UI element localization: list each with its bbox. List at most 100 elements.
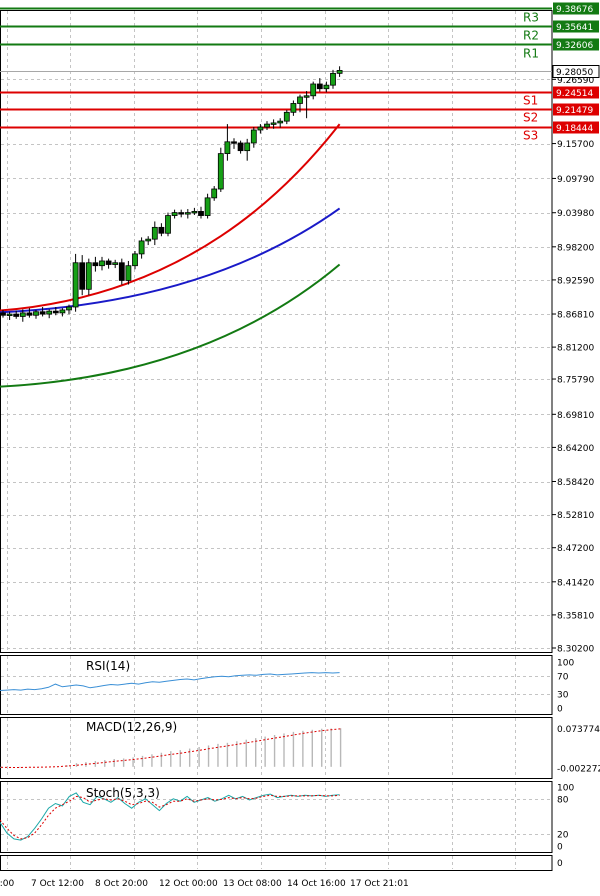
candle-body-31 — [204, 197, 211, 216]
pivot-value-s3: 9.18444 — [556, 124, 593, 134]
rsi-tick-label-3: 0 — [557, 705, 563, 715]
current-price-label: 9.28050 — [556, 68, 593, 78]
macd-label: MACD(12,26,9) — [86, 720, 177, 734]
candle-body-1 — [6, 313, 13, 316]
price-tick-label-3: 9.03980 — [557, 209, 594, 219]
price-tick-label-11: 8.58420 — [557, 478, 594, 488]
pivot-value-s1: 9.24514 — [556, 89, 593, 99]
price-tick-label-1: 9.15700 — [557, 140, 594, 150]
stoch-tick-label-2: 20 — [557, 831, 569, 841]
price-tick-label-7: 8.81200 — [557, 344, 594, 354]
candle-body-44 — [290, 103, 297, 113]
price-tick-label-4: 8.98200 — [557, 243, 594, 253]
pivot-name-s3: S3 — [523, 129, 538, 143]
pivot-value-box-s2 — [553, 103, 599, 116]
pane-frame-macd — [0, 717, 553, 779]
candle-body-16 — [105, 260, 112, 265]
time-axis-label-6: 17 Oct 21:01 — [350, 879, 409, 889]
candle-body-50 — [330, 72, 336, 86]
pivot-value-r1: 9.32606 — [556, 41, 593, 51]
candle-body-19 — [125, 265, 132, 281]
candle-body-25 — [165, 215, 171, 234]
candle-body-3 — [19, 312, 26, 317]
price-tick-label-12: 8.52810 — [557, 511, 594, 521]
stoch-tick-label-0: 100 — [557, 784, 574, 794]
candle-body-36 — [237, 142, 244, 152]
pivot-value-box-r3 — [553, 2, 599, 15]
candle-body-5 — [33, 311, 39, 316]
pivot-name-s2: S2 — [523, 111, 538, 125]
stoch-k-line — [0, 792, 340, 841]
time-axis-label-4: 13 Oct 08:00 — [223, 879, 282, 889]
rsi-tick-label-1: 70 — [557, 672, 569, 682]
candle-body-46 — [303, 95, 310, 98]
pane-frame-rsi — [0, 655, 553, 715]
pane-frame-stoch — [0, 781, 553, 853]
candle-body-45 — [297, 96, 303, 104]
time-axis-label-1: 7 Oct 12:00 — [31, 879, 84, 889]
stoch-tick-label-3: 0 — [557, 843, 563, 853]
time-axis-label-5: 14 Oct 16:00 — [287, 879, 346, 889]
candle-body-26 — [171, 212, 178, 216]
candle-body-0 — [0, 312, 6, 316]
rsi-tick-label-0: 100 — [557, 659, 574, 669]
candle-body-6 — [39, 311, 46, 315]
pivot-value-s2: 9.21479 — [556, 106, 593, 116]
candle-body-41 — [270, 122, 277, 125]
candle-body-28 — [184, 212, 191, 215]
moving-average-2 — [0, 263, 341, 388]
pane-frame-main — [0, 10, 553, 653]
pivot-name-s1: S1 — [523, 94, 538, 108]
price-tick-label-16: 8.30200 — [557, 645, 594, 655]
candle-body-32 — [211, 188, 218, 199]
rsi-line — [0, 672, 340, 691]
stoch-label: Stoch(5,3,3) — [86, 786, 160, 800]
pivot-name-r2: R2 — [523, 29, 539, 43]
pivot-name-r3: R3 — [523, 11, 539, 25]
candle-body-48 — [316, 83, 323, 90]
candle-body-27 — [178, 212, 185, 215]
price-tick-label-15: 8.35810 — [557, 611, 594, 621]
price-tick-label-10: 8.64200 — [557, 444, 594, 454]
candle-body-9 — [59, 309, 66, 314]
candle-body-37 — [244, 142, 251, 152]
moving-average-1 — [0, 207, 341, 314]
moving-average-0 — [0, 123, 341, 312]
stoch-tick-label-1: 80 — [557, 795, 569, 805]
candle-body-51 — [336, 70, 343, 74]
candle-body-24 — [158, 226, 165, 234]
candle-body-30 — [198, 211, 204, 216]
price-tick-label-13: 8.47200 — [557, 544, 594, 554]
candle-body-40 — [264, 123, 270, 128]
time-axis-label-0: 4:00 — [0, 879, 14, 889]
pivot-value-box-s3 — [553, 121, 599, 134]
price-tick-label-2: 9.09790 — [557, 175, 594, 185]
current-price-box — [552, 65, 600, 78]
macd-signal-line — [0, 728, 341, 768]
candle-body-17 — [112, 262, 119, 265]
candle-body-13 — [85, 262, 92, 290]
macd-tick-label-1: -0.002272 — [557, 765, 600, 775]
pivot-value-box-s1 — [553, 86, 599, 99]
price-tick-label-9: 8.69810 — [557, 411, 594, 421]
rsi-label: RSI(14) — [86, 659, 130, 673]
candle-body-7 — [46, 310, 53, 315]
candle-body-47 — [310, 83, 317, 97]
candle-body-12 — [79, 262, 86, 290]
candle-body-10 — [66, 306, 72, 311]
candle-body-11 — [72, 262, 79, 308]
price-tick-label-6: 8.86810 — [557, 311, 594, 321]
price-tick-label-8: 8.75790 — [557, 376, 594, 386]
candle-body-2 — [13, 313, 20, 317]
price-tick-label-14: 8.41420 — [557, 578, 594, 588]
candle-body-43 — [283, 111, 290, 122]
candle-body-29 — [191, 211, 198, 214]
candle-body-8 — [52, 310, 59, 314]
extra-pane-tick: 0 — [557, 859, 563, 869]
candle-body-42 — [277, 120, 284, 124]
candle-body-35 — [231, 141, 237, 144]
pivot-name-r1: R1 — [523, 47, 539, 61]
candle-body-38 — [250, 129, 257, 144]
time-axis-label-3: 12 Oct 00:00 — [159, 879, 218, 889]
